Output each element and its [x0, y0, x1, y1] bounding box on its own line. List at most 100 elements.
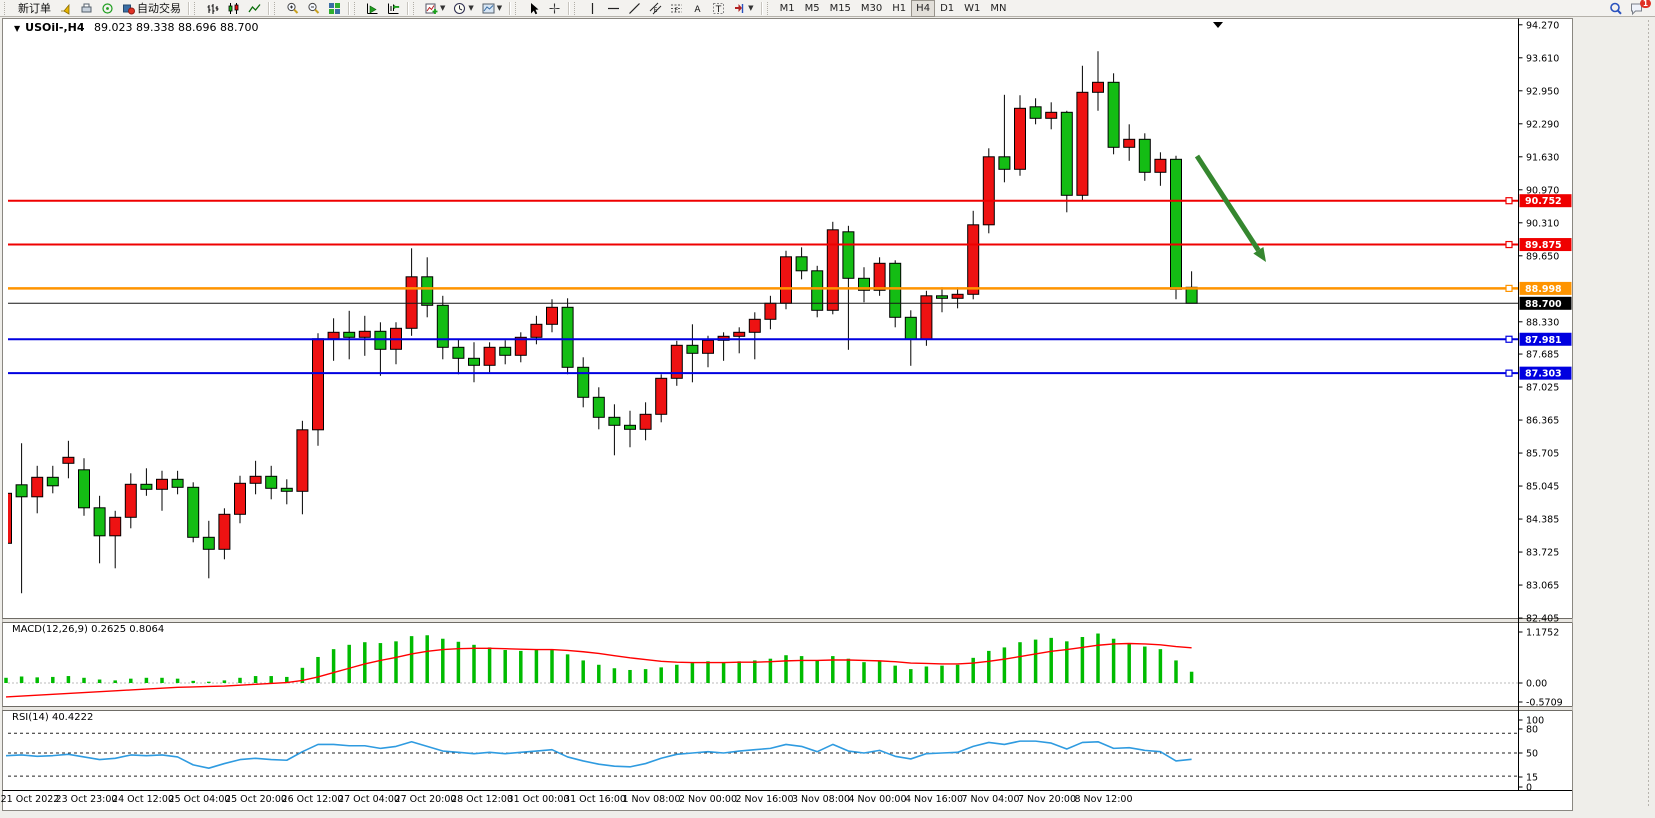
candle [764, 302, 777, 320]
toolbar-separator [760, 1, 762, 15]
signal-icon [102, 2, 113, 14]
price-tag-label: 89.875 [1525, 240, 1562, 251]
price-tag [1519, 332, 1572, 346]
candle [8, 492, 12, 544]
chart-shift-marker[interactable] [1213, 22, 1223, 28]
chart-window[interactable] [2, 18, 1573, 811]
timeframe-d1-button[interactable]: D1 [940, 2, 955, 14]
search-button[interactable] [1605, 0, 1626, 17]
cursor-button[interactable] [523, 0, 544, 17]
price-tick-label: 91.630 [1526, 152, 1559, 163]
trendline-button[interactable] [624, 0, 645, 17]
time-axis-label: 28 Oct 12:00 [451, 794, 513, 805]
price-tick-label: 87.685 [1526, 350, 1559, 361]
crosshair-button[interactable] [544, 0, 565, 17]
channel-button[interactable]: E [645, 0, 666, 17]
toolbar-grip[interactable] [274, 1, 279, 15]
candle [327, 331, 340, 340]
fibonacci-button[interactable]: F [666, 0, 687, 17]
line-handle[interactable] [1505, 240, 1513, 249]
candle [702, 339, 714, 354]
candle [1029, 106, 1042, 119]
time-axis-label: 31 Oct 00:00 [508, 794, 570, 805]
autotrade-button[interactable]: 自动交易 [118, 0, 185, 17]
candle [171, 478, 184, 488]
timeframe-m30-button[interactable]: M30 [860, 2, 883, 14]
toolbar-grip[interactable] [515, 1, 520, 15]
candle-chart-button[interactable] [223, 0, 244, 17]
price-tag-label: 88.998 [1525, 284, 1562, 295]
candle [452, 346, 465, 359]
dropdown-caret-icon: ▼ [496, 4, 503, 12]
toolbar-grip[interactable] [766, 1, 772, 15]
trend-arrow[interactable] [1194, 154, 1261, 252]
price-tag-label: 88.700 [1525, 299, 1562, 310]
arrows-button[interactable]: ▼ [729, 0, 757, 17]
timeframe-m5-button[interactable]: M5 [804, 2, 820, 14]
plot-area[interactable] [1, 51, 1519, 594]
toolbar-separator [509, 1, 511, 15]
candle [639, 413, 652, 430]
new-order-button[interactable]: 新订单 [12, 0, 55, 17]
candle [202, 536, 215, 550]
dropdown-caret-icon: ▼ [440, 4, 446, 12]
one-click-trading-arrow[interactable]: ▼ [14, 24, 21, 33]
candle [78, 469, 90, 509]
price-tag [1519, 238, 1572, 252]
bars-icon [207, 3, 219, 14]
line-handle[interactable] [1505, 369, 1513, 377]
price-tick-label: 90.970 [1526, 185, 1559, 196]
tile-windows-button[interactable] [324, 0, 345, 17]
toolbar-grip[interactable] [4, 1, 9, 15]
timeframe-mn-button[interactable]: MN [990, 2, 1007, 14]
timeframe-w1-button[interactable]: W1 [964, 2, 981, 14]
chat-button[interactable]: 1 [1626, 0, 1651, 17]
print-button[interactable] [76, 0, 97, 17]
candle [109, 516, 122, 537]
hline-button[interactable] [603, 0, 624, 17]
signals-button[interactable] [97, 0, 118, 17]
bar-chart-button[interactable] [202, 0, 223, 17]
candle [124, 483, 137, 518]
price-tick-label: 92.290 [1526, 119, 1559, 130]
timeframe-m15-button[interactable]: M15 [829, 2, 851, 14]
dropdown-caret-icon: ▼ [468, 4, 474, 12]
candle [1092, 81, 1104, 93]
text-button[interactable]: A [687, 0, 708, 17]
toolbar-grip[interactable] [574, 1, 579, 15]
vline-button[interactable] [582, 0, 603, 17]
toolbar-grip[interactable] [413, 1, 418, 15]
timeframe-h4-button[interactable]: H4 [911, 0, 936, 17]
sound-button[interactable] [55, 0, 76, 17]
zoom-out-button[interactable] [303, 0, 324, 17]
macd-indicator-label: MACD(12,26,9) 0.2625 0.8064 [12, 624, 165, 635]
toolbar-grip[interactable] [354, 1, 359, 15]
candle [1107, 81, 1120, 148]
horn-icon [61, 3, 70, 15]
zoom-in-button[interactable] [282, 0, 303, 17]
line-handle[interactable] [1505, 335, 1513, 343]
time-axis-label: 27 Oct 04:00 [338, 794, 400, 805]
svg-text:T: T [715, 5, 722, 15]
candle [811, 270, 824, 311]
rsi-indicator-label: RSI(14) 40.4222 [12, 712, 94, 723]
line-handle[interactable] [1505, 197, 1513, 205]
chart-shift-button[interactable] [383, 0, 404, 17]
indicators-button[interactable]: ▼ [421, 0, 449, 17]
rsi-panel[interactable] [5, 732, 1518, 777]
periods-button[interactable]: ▼ [449, 0, 477, 17]
text-label-button[interactable]: T [708, 0, 729, 17]
toolbar-grip[interactable] [194, 1, 199, 15]
candle [218, 513, 231, 550]
line-handle[interactable] [1505, 284, 1513, 292]
macd-panel[interactable] [4, 633, 1518, 698]
templates-button[interactable]: ▼ [478, 0, 506, 17]
timeframe-h1-button[interactable]: H1 [892, 2, 907, 14]
timeframe-m1-button[interactable]: M1 [779, 2, 795, 14]
line-chart-button[interactable] [244, 0, 265, 17]
autoscroll-button[interactable] [362, 0, 383, 17]
candle [624, 424, 636, 430]
candle [982, 156, 995, 226]
